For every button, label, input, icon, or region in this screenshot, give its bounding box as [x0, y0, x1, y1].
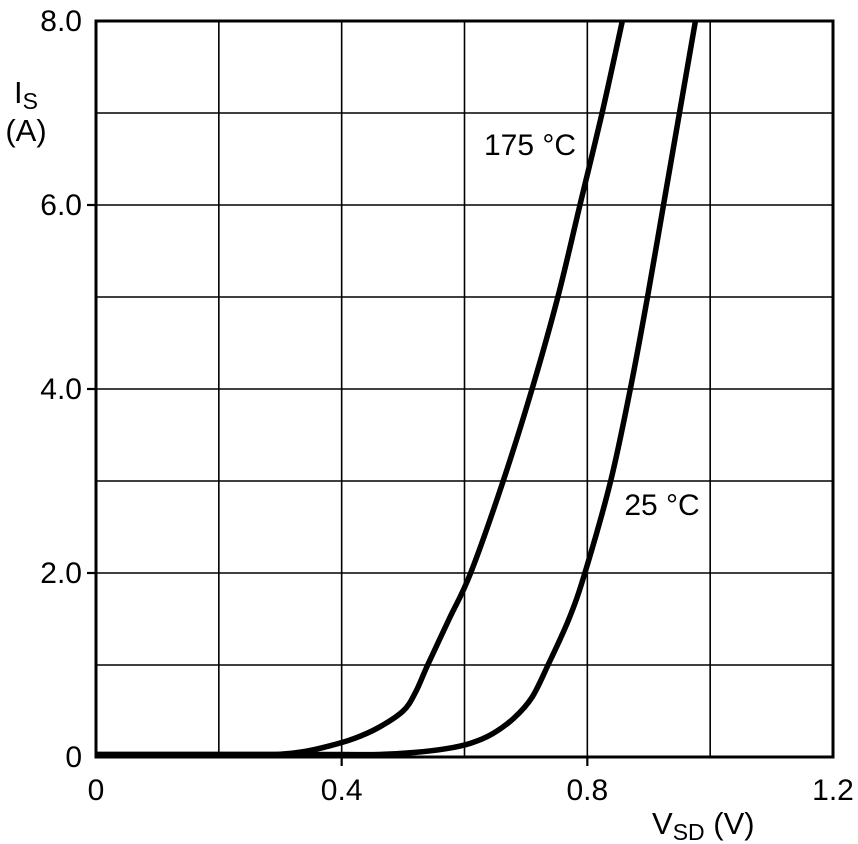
y-axis-symbol-subscript: S — [22, 88, 38, 114]
x-axis-symbol-subscript: SD — [672, 819, 705, 844]
y-axis-title: IS (A) — [0, 74, 52, 150]
y-tick-label: 6.0 — [40, 189, 82, 222]
series-curve-25c — [96, 21, 699, 758]
x-tick-label: 1.2 — [812, 774, 854, 807]
series-curve-175c — [96, 21, 626, 758]
gridlines — [96, 21, 833, 757]
y-tick-label: 0 — [65, 741, 82, 774]
curve-label-25c: 25 °C — [619, 488, 705, 524]
axis-tick-marks — [87, 203, 589, 766]
y-tick-label: 2.0 — [40, 557, 82, 590]
x-axis-unit: (V) — [704, 806, 755, 841]
y-tick-label: 4.0 — [40, 373, 82, 406]
curve-label-175c: 175 °C — [478, 128, 582, 164]
y-axis-symbol: I — [14, 75, 23, 110]
plot-border — [94, 19, 835, 759]
y-tick-label: 8.0 — [40, 5, 82, 38]
x-tick-label: 0 — [87, 774, 105, 807]
x-tick-label: 0.8 — [566, 774, 609, 807]
y-axis-unit: (A) — [5, 113, 47, 148]
x-tick-label: 0.4 — [320, 774, 363, 807]
data-curves — [96, 21, 699, 758]
x-axis-symbol: V — [652, 806, 673, 841]
x-axis-title: VSD (V) — [652, 806, 755, 844]
